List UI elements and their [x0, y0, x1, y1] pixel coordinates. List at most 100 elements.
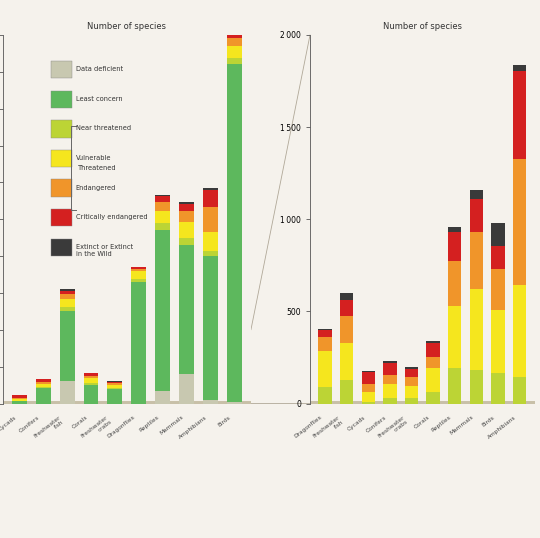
Text: Data deficient: Data deficient	[76, 66, 123, 72]
Bar	[12, 401, 27, 404]
Text: Extinct or Extinct
in the Wild: Extinct or Extinct in the Wild	[76, 244, 133, 257]
Bar	[179, 202, 194, 204]
Bar	[383, 384, 396, 398]
Bar	[470, 232, 483, 289]
Bar	[12, 399, 27, 401]
Bar	[340, 343, 353, 379]
Bar	[319, 329, 332, 330]
Text: Critically endangered: Critically endangered	[76, 214, 147, 220]
Bar	[227, 402, 241, 404]
Bar	[227, 33, 241, 38]
Bar	[383, 375, 396, 384]
Bar	[470, 370, 483, 404]
Bar	[427, 369, 440, 392]
Bar	[107, 388, 122, 389]
Bar	[36, 384, 51, 387]
Bar	[362, 384, 375, 392]
Bar	[448, 232, 461, 261]
Bar	[383, 363, 396, 375]
Bar	[155, 211, 170, 223]
Bar	[227, 46, 241, 58]
Bar	[36, 388, 51, 404]
Bar	[513, 71, 526, 159]
Text: Vulnerable: Vulnerable	[76, 155, 111, 161]
Bar	[155, 195, 170, 196]
Bar	[60, 381, 75, 404]
Text: Mammals: Mammals	[158, 415, 184, 436]
Bar	[203, 400, 218, 404]
Bar	[427, 343, 440, 357]
Bar	[491, 223, 504, 246]
Bar	[131, 279, 146, 282]
Bar	[131, 271, 146, 279]
Bar	[179, 245, 194, 374]
Bar	[491, 310, 504, 373]
Text: Mammals: Mammals	[449, 415, 474, 436]
Bar	[362, 392, 375, 402]
Bar	[513, 285, 526, 377]
Text: Cycads: Cycads	[346, 415, 366, 431]
Text: Threatened: Threatened	[78, 165, 117, 171]
Bar	[107, 382, 122, 384]
Bar	[227, 38, 241, 46]
Bar	[362, 372, 375, 384]
Text: Freshwater
fish: Freshwater fish	[32, 415, 65, 443]
Bar	[227, 58, 241, 65]
Bar	[383, 361, 396, 363]
Text: Dragonflies: Dragonflies	[293, 415, 323, 439]
Bar	[60, 294, 75, 299]
Bar	[131, 268, 146, 271]
Bar	[491, 373, 504, 404]
Bar	[470, 190, 483, 200]
Bar	[155, 391, 170, 404]
Bar	[179, 374, 194, 404]
Bar	[405, 386, 418, 398]
Bar	[107, 385, 122, 388]
Bar	[131, 267, 146, 268]
Bar	[84, 376, 98, 378]
Bar	[340, 316, 353, 343]
Bar	[491, 269, 504, 310]
Bar	[448, 306, 461, 369]
Text: Freshwater
crabs: Freshwater crabs	[377, 415, 409, 443]
Text: Corals: Corals	[71, 415, 89, 430]
Bar	[491, 246, 504, 269]
Bar	[405, 367, 418, 369]
Bar	[12, 395, 27, 398]
Text: Birds: Birds	[217, 415, 232, 428]
Bar	[513, 65, 526, 71]
Text: Amphibians: Amphibians	[487, 415, 517, 440]
Bar	[513, 159, 526, 285]
Bar	[383, 398, 396, 404]
Text: Near threatened: Near threatened	[76, 125, 131, 131]
Bar	[84, 378, 98, 383]
Text: Reptiles: Reptiles	[138, 415, 160, 433]
Text: Freshwater
crabs: Freshwater crabs	[80, 415, 112, 443]
Bar	[470, 200, 483, 232]
Text: Birds: Birds	[481, 415, 496, 428]
Bar	[60, 299, 75, 307]
Bar	[319, 330, 332, 337]
Title: Number of species: Number of species	[87, 23, 166, 31]
Bar	[155, 223, 170, 230]
Text: Conifers: Conifers	[366, 415, 388, 434]
Bar	[340, 300, 353, 316]
Bar	[155, 202, 170, 211]
Bar	[427, 392, 440, 404]
Text: Dragonflies: Dragonflies	[107, 415, 137, 439]
Bar	[179, 222, 194, 238]
Bar	[60, 307, 75, 312]
Bar	[427, 357, 440, 369]
Text: Conifers: Conifers	[18, 415, 41, 434]
Text: Least concern: Least concern	[76, 96, 122, 102]
Bar	[513, 377, 526, 404]
Bar	[179, 204, 194, 211]
Bar	[60, 291, 75, 294]
Title: Number of species: Number of species	[383, 23, 462, 31]
Bar	[319, 387, 332, 404]
Text: Corals: Corals	[413, 415, 431, 430]
Bar	[227, 65, 241, 402]
Bar	[36, 382, 51, 384]
Text: Cycads: Cycads	[0, 415, 17, 431]
Bar	[107, 384, 122, 385]
